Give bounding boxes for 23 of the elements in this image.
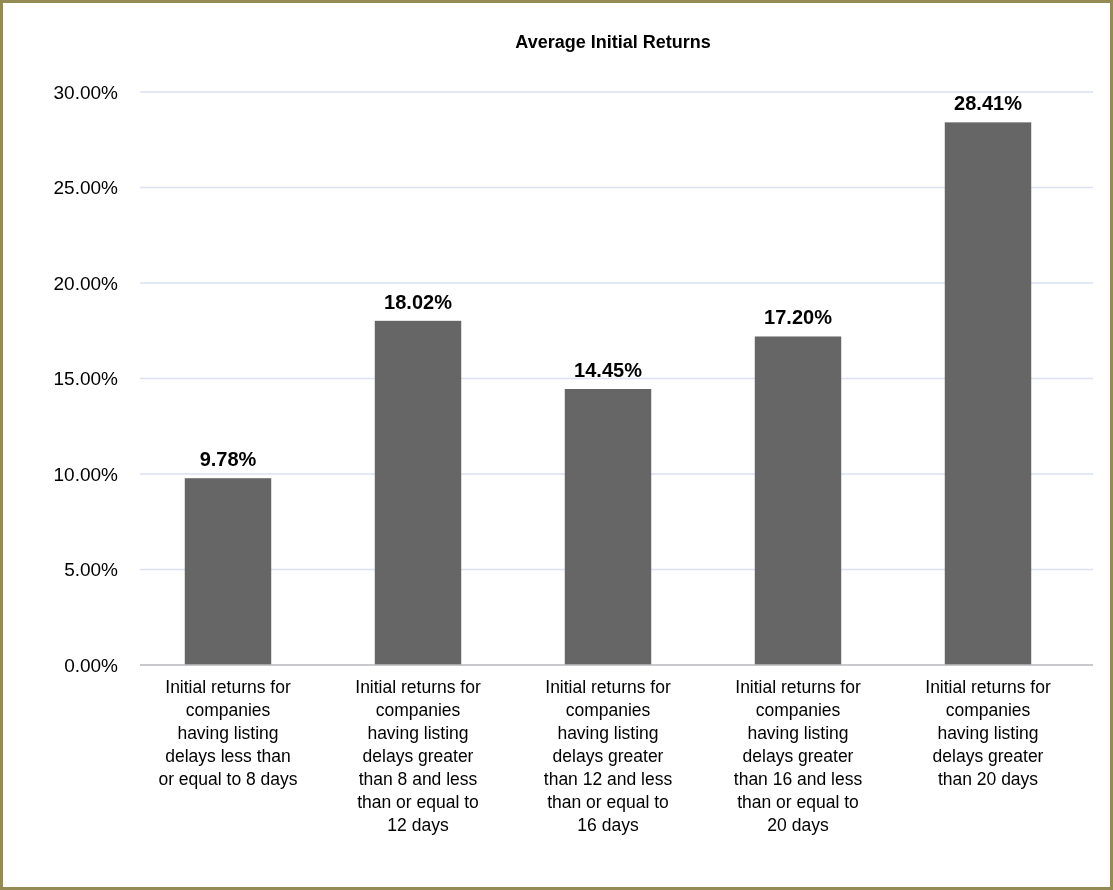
data-label: 14.45%	[574, 359, 643, 382]
y-tick-label: 5.00%	[64, 559, 119, 581]
x-tick-label: Initial returns for companies having listing delays greater than 12 and less than or equal to 16 days	[543, 677, 673, 835]
y-tick-label: 30.00%	[53, 81, 119, 103]
x-tick-label: Initial returns for companies having listing delays greater than 20 days	[925, 677, 1051, 789]
x-tick-label: Initial returns for companies having listing delays less than or equal to 8 days	[158, 677, 298, 789]
bar	[944, 122, 1032, 665]
y-tick-label: 25.00%	[53, 177, 119, 199]
y-tick-label: 15.00%	[53, 368, 119, 390]
bar	[184, 478, 272, 665]
bar	[754, 336, 842, 665]
x-tick-label: Initial returns for companies having listing delays greater than 8 and less than or equal to 12 days	[355, 677, 481, 835]
bar	[374, 320, 462, 665]
data-label: 9.78%	[199, 448, 257, 471]
data-label: 17.20%	[764, 306, 833, 329]
y-tick-label: 10.00%	[53, 463, 119, 485]
x-tick-label: Initial returns for companies having listing delays greater than 16 and less than or equal to 20 days	[733, 677, 863, 835]
y-tick-label: 0.00%	[64, 654, 119, 676]
bar	[564, 389, 652, 665]
y-tick-label: 20.00%	[53, 272, 119, 294]
chart-title: Average Initial Returns	[515, 32, 711, 52]
data-label: 28.41%	[954, 92, 1023, 115]
data-label: 18.02%	[384, 290, 453, 313]
